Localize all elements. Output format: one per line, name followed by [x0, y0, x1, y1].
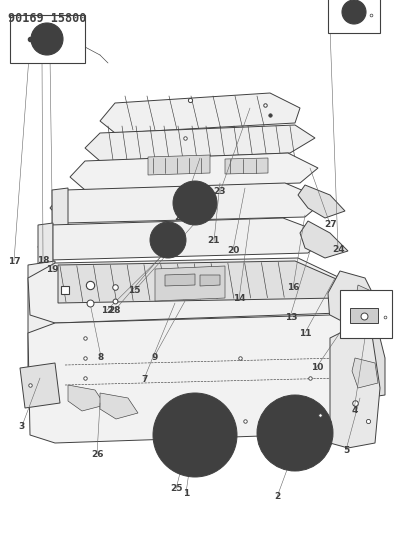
Text: 1: 1 — [183, 489, 189, 497]
Circle shape — [153, 393, 237, 477]
Text: 23: 23 — [213, 188, 226, 196]
Polygon shape — [328, 271, 375, 335]
FancyBboxPatch shape — [340, 290, 392, 338]
Circle shape — [173, 181, 217, 225]
FancyBboxPatch shape — [328, 0, 380, 33]
Text: 10: 10 — [310, 364, 323, 372]
Polygon shape — [350, 308, 378, 323]
Text: 2: 2 — [274, 492, 280, 501]
Circle shape — [342, 0, 366, 24]
Circle shape — [31, 23, 63, 55]
Polygon shape — [38, 218, 328, 260]
Text: 7: 7 — [141, 375, 148, 384]
Polygon shape — [50, 183, 325, 223]
Polygon shape — [28, 315, 355, 443]
Text: 26: 26 — [91, 450, 103, 459]
Polygon shape — [20, 363, 60, 408]
Text: 19: 19 — [46, 265, 59, 273]
Polygon shape — [355, 285, 385, 313]
Polygon shape — [28, 261, 55, 390]
Text: 9: 9 — [151, 353, 158, 361]
Text: 4: 4 — [351, 406, 358, 415]
Text: 28: 28 — [109, 306, 121, 314]
Text: 3: 3 — [19, 422, 25, 431]
Polygon shape — [298, 185, 345, 218]
Polygon shape — [58, 261, 350, 303]
Polygon shape — [100, 393, 138, 419]
Polygon shape — [165, 274, 195, 286]
Text: 24: 24 — [332, 245, 345, 254]
Text: 25: 25 — [170, 484, 183, 493]
Polygon shape — [70, 153, 318, 190]
Polygon shape — [68, 385, 105, 411]
Polygon shape — [330, 328, 380, 448]
Polygon shape — [100, 93, 300, 133]
Text: 20: 20 — [227, 246, 240, 255]
Circle shape — [159, 231, 177, 249]
Circle shape — [150, 222, 186, 258]
Text: 18: 18 — [37, 256, 50, 264]
Text: 22: 22 — [174, 213, 187, 222]
Text: 90169 15800: 90169 15800 — [8, 12, 86, 25]
Text: 8: 8 — [98, 353, 104, 361]
Polygon shape — [200, 275, 220, 286]
Circle shape — [348, 6, 360, 18]
Text: 11: 11 — [299, 329, 311, 337]
Text: 21: 21 — [208, 237, 220, 245]
Circle shape — [39, 31, 55, 47]
Polygon shape — [352, 358, 378, 388]
Polygon shape — [300, 221, 348, 258]
Circle shape — [183, 191, 207, 215]
Polygon shape — [38, 223, 53, 265]
Text: 5: 5 — [343, 446, 350, 455]
Text: 12: 12 — [101, 306, 113, 314]
Text: 14: 14 — [233, 294, 246, 303]
Circle shape — [257, 395, 333, 471]
Text: 17: 17 — [8, 257, 20, 265]
Polygon shape — [345, 338, 385, 398]
Polygon shape — [155, 266, 225, 301]
Text: 15: 15 — [128, 286, 141, 295]
Polygon shape — [225, 158, 268, 174]
Text: 13: 13 — [285, 313, 297, 321]
FancyBboxPatch shape — [10, 15, 85, 63]
Polygon shape — [85, 125, 315, 161]
Polygon shape — [148, 155, 210, 175]
Polygon shape — [28, 258, 355, 323]
Polygon shape — [52, 188, 68, 230]
Text: 16: 16 — [287, 284, 299, 292]
Text: 27: 27 — [324, 221, 337, 229]
